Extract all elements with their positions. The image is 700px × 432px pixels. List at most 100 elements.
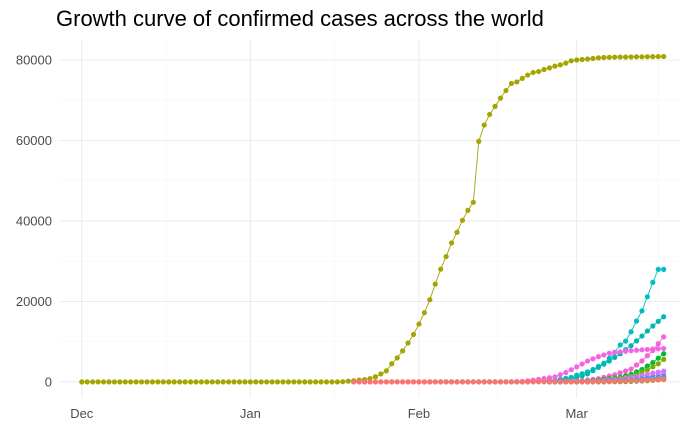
data-point	[128, 379, 134, 385]
data-point	[274, 379, 281, 385]
y-tick-label: 40000	[16, 214, 52, 229]
data-point	[470, 199, 476, 205]
data-point	[536, 68, 542, 75]
data-point	[541, 66, 547, 73]
data-point	[111, 379, 117, 385]
data-point	[639, 54, 645, 60]
data-point	[536, 379, 542, 385]
data-point	[661, 351, 667, 357]
data-point	[612, 349, 618, 356]
data-point	[639, 377, 645, 384]
data-point	[563, 60, 569, 66]
data-point	[661, 266, 667, 272]
data-point	[264, 379, 270, 385]
data-point	[416, 379, 422, 385]
data-point	[574, 57, 580, 63]
data-point	[595, 354, 602, 360]
data-point	[84, 379, 90, 385]
data-point	[530, 379, 536, 385]
data-point	[356, 379, 362, 385]
data-point	[639, 333, 645, 339]
data-point	[601, 361, 607, 367]
data-point	[568, 58, 574, 64]
y-tick-label: 60000	[16, 133, 52, 148]
data-point	[514, 79, 520, 85]
data-point	[633, 338, 640, 344]
data-point	[584, 371, 591, 377]
data-point	[579, 379, 585, 385]
data-point	[432, 281, 438, 287]
data-point	[378, 371, 384, 377]
data-point	[177, 379, 183, 385]
data-point	[617, 342, 623, 348]
data-point	[394, 355, 400, 361]
data-point	[606, 358, 612, 364]
data-point	[584, 379, 591, 385]
data-point	[661, 345, 667, 352]
data-point	[133, 379, 139, 385]
data-point	[612, 54, 618, 60]
data-point	[166, 379, 172, 385]
data-point	[557, 379, 563, 385]
data-point	[220, 379, 226, 385]
data-point	[584, 358, 591, 364]
data-point	[372, 379, 379, 385]
data-point	[552, 374, 558, 380]
data-point	[590, 356, 596, 362]
series-line	[429, 268, 664, 383]
data-point	[345, 378, 351, 384]
data-point	[508, 379, 514, 385]
data-point	[633, 347, 640, 353]
data-point	[389, 361, 395, 367]
data-point	[280, 379, 286, 385]
data-point	[601, 54, 607, 61]
data-point	[492, 379, 498, 385]
data-point	[465, 207, 471, 213]
data-point	[617, 54, 623, 60]
data-point	[285, 379, 292, 385]
data-point	[633, 362, 640, 368]
data-point	[323, 379, 330, 385]
data-point	[242, 379, 248, 385]
data-point	[601, 378, 607, 385]
data-point	[400, 348, 406, 354]
data-point	[639, 347, 645, 353]
data-point	[644, 294, 650, 300]
data-point	[590, 379, 596, 385]
data-point	[476, 138, 482, 144]
data-point	[313, 379, 319, 385]
data-point	[655, 266, 661, 272]
series-layer	[79, 53, 667, 385]
data-point	[79, 379, 85, 385]
data-point	[209, 379, 215, 385]
data-point	[481, 379, 487, 385]
data-point	[595, 364, 602, 371]
data-point	[546, 375, 553, 381]
data-point	[383, 379, 389, 385]
data-point	[661, 376, 667, 383]
data-point	[155, 379, 161, 385]
data-point	[655, 377, 661, 383]
data-point	[644, 377, 650, 383]
data-point	[443, 253, 449, 260]
data-point	[639, 308, 645, 314]
chart-title: Growth curve of confirmed cases across t…	[56, 6, 544, 31]
y-tick-label: 0	[45, 374, 52, 389]
data-point	[568, 379, 574, 385]
data-point	[623, 338, 629, 344]
data-point	[650, 323, 656, 329]
data-point	[427, 297, 433, 303]
data-point	[296, 379, 302, 385]
data-point	[617, 370, 623, 376]
data-point	[340, 379, 346, 385]
data-point	[655, 346, 661, 352]
data-point	[655, 341, 661, 347]
data-point	[503, 87, 509, 94]
data-point	[329, 379, 335, 385]
data-point	[465, 379, 471, 385]
data-point	[367, 379, 373, 385]
data-point	[144, 379, 150, 385]
series-0	[79, 53, 667, 385]
data-point	[318, 379, 324, 385]
data-point	[508, 80, 514, 87]
